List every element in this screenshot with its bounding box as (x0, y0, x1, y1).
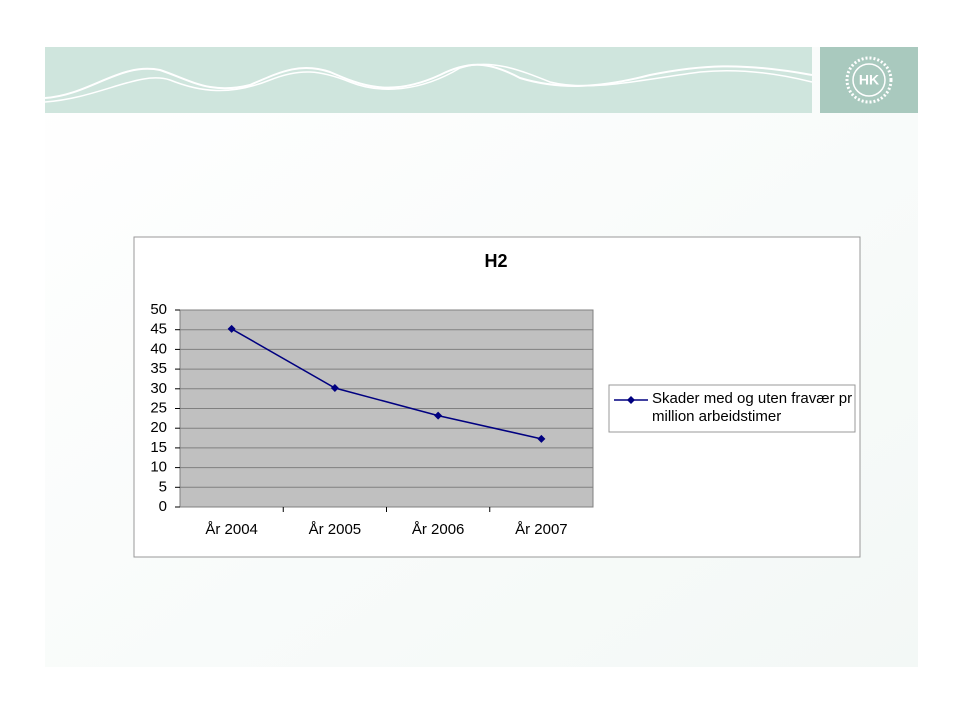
logo-ring (852, 63, 886, 97)
wave (44, 63, 813, 99)
x-tick-label: År 2005 (309, 521, 362, 538)
point-marker (227, 324, 236, 333)
logo-box (820, 47, 918, 113)
y-tick-label: 0 (159, 498, 167, 515)
x-tick-label: År 2007 (515, 521, 568, 538)
y-tick-label: 50 (150, 301, 167, 318)
point-marker (434, 411, 443, 420)
legend-marker (627, 396, 635, 404)
x-tick-label: År 2006 (412, 521, 465, 538)
y-tick-label: 45 (150, 321, 167, 338)
point-marker (537, 434, 546, 443)
y-tick-label: 35 (150, 360, 167, 377)
legend-label: Skader med og uten fravær pr million arb… (652, 390, 853, 425)
y-tick-label: 5 (159, 478, 167, 495)
y-tick-label: 20 (150, 419, 167, 436)
y-tick-label: 40 (150, 340, 167, 357)
legend (608, 384, 856, 433)
y-tick-label: 30 (150, 380, 167, 397)
y-tick-label: 10 (150, 459, 167, 476)
x-tick-label: År 2004 (205, 521, 258, 538)
y-tick-label: 15 (150, 439, 167, 456)
point-marker (330, 384, 339, 393)
logo-ring (845, 56, 893, 104)
y-tick-label: 25 (150, 399, 167, 416)
chart-title: H2 (484, 251, 507, 271)
wave (44, 63, 813, 103)
series-line (231, 328, 542, 440)
logo-text: HK (859, 72, 879, 88)
